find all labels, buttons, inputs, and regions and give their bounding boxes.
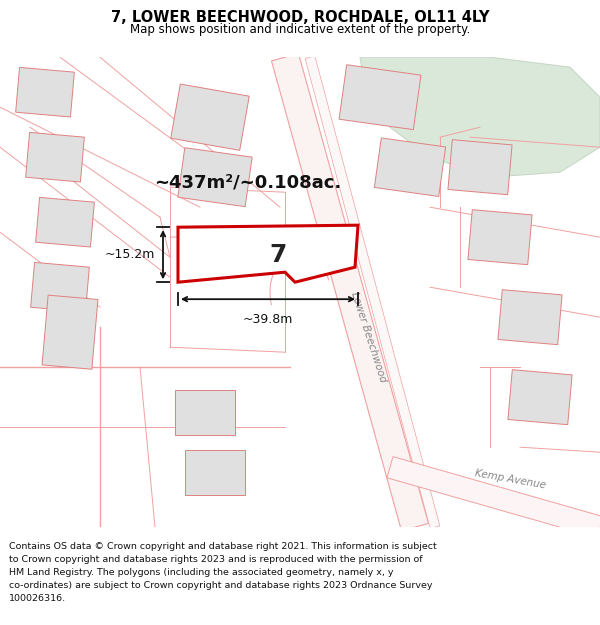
Polygon shape — [42, 295, 98, 369]
Polygon shape — [305, 56, 440, 529]
Text: Map shows position and indicative extent of the property.: Map shows position and indicative extent… — [130, 22, 470, 36]
Text: ~39.8m: ~39.8m — [243, 313, 293, 326]
Polygon shape — [31, 262, 89, 312]
Polygon shape — [387, 457, 600, 538]
Polygon shape — [508, 369, 572, 425]
Polygon shape — [35, 198, 94, 247]
Polygon shape — [468, 209, 532, 265]
Polygon shape — [185, 449, 245, 494]
Text: 7, LOWER BEECHWOOD, ROCHDALE, OL11 4LY: 7, LOWER BEECHWOOD, ROCHDALE, OL11 4LY — [111, 10, 489, 25]
Polygon shape — [448, 139, 512, 195]
Polygon shape — [178, 148, 252, 207]
Text: 7: 7 — [269, 243, 287, 268]
Text: Lower Beechwood: Lower Beechwood — [349, 291, 388, 384]
Polygon shape — [360, 57, 600, 178]
Text: ~437m²/~0.108ac.: ~437m²/~0.108ac. — [154, 173, 341, 191]
Polygon shape — [175, 390, 235, 434]
Text: Contains OS data © Crown copyright and database right 2021. This information is : Contains OS data © Crown copyright and d… — [9, 542, 437, 602]
Text: Kemp Avenue: Kemp Avenue — [473, 468, 547, 491]
Text: ~15.2m: ~15.2m — [104, 248, 155, 261]
Polygon shape — [272, 54, 428, 531]
Polygon shape — [498, 289, 562, 345]
Polygon shape — [374, 138, 446, 196]
Polygon shape — [178, 225, 358, 282]
Polygon shape — [171, 84, 249, 151]
Polygon shape — [26, 132, 85, 182]
Polygon shape — [339, 65, 421, 129]
Polygon shape — [16, 68, 74, 117]
